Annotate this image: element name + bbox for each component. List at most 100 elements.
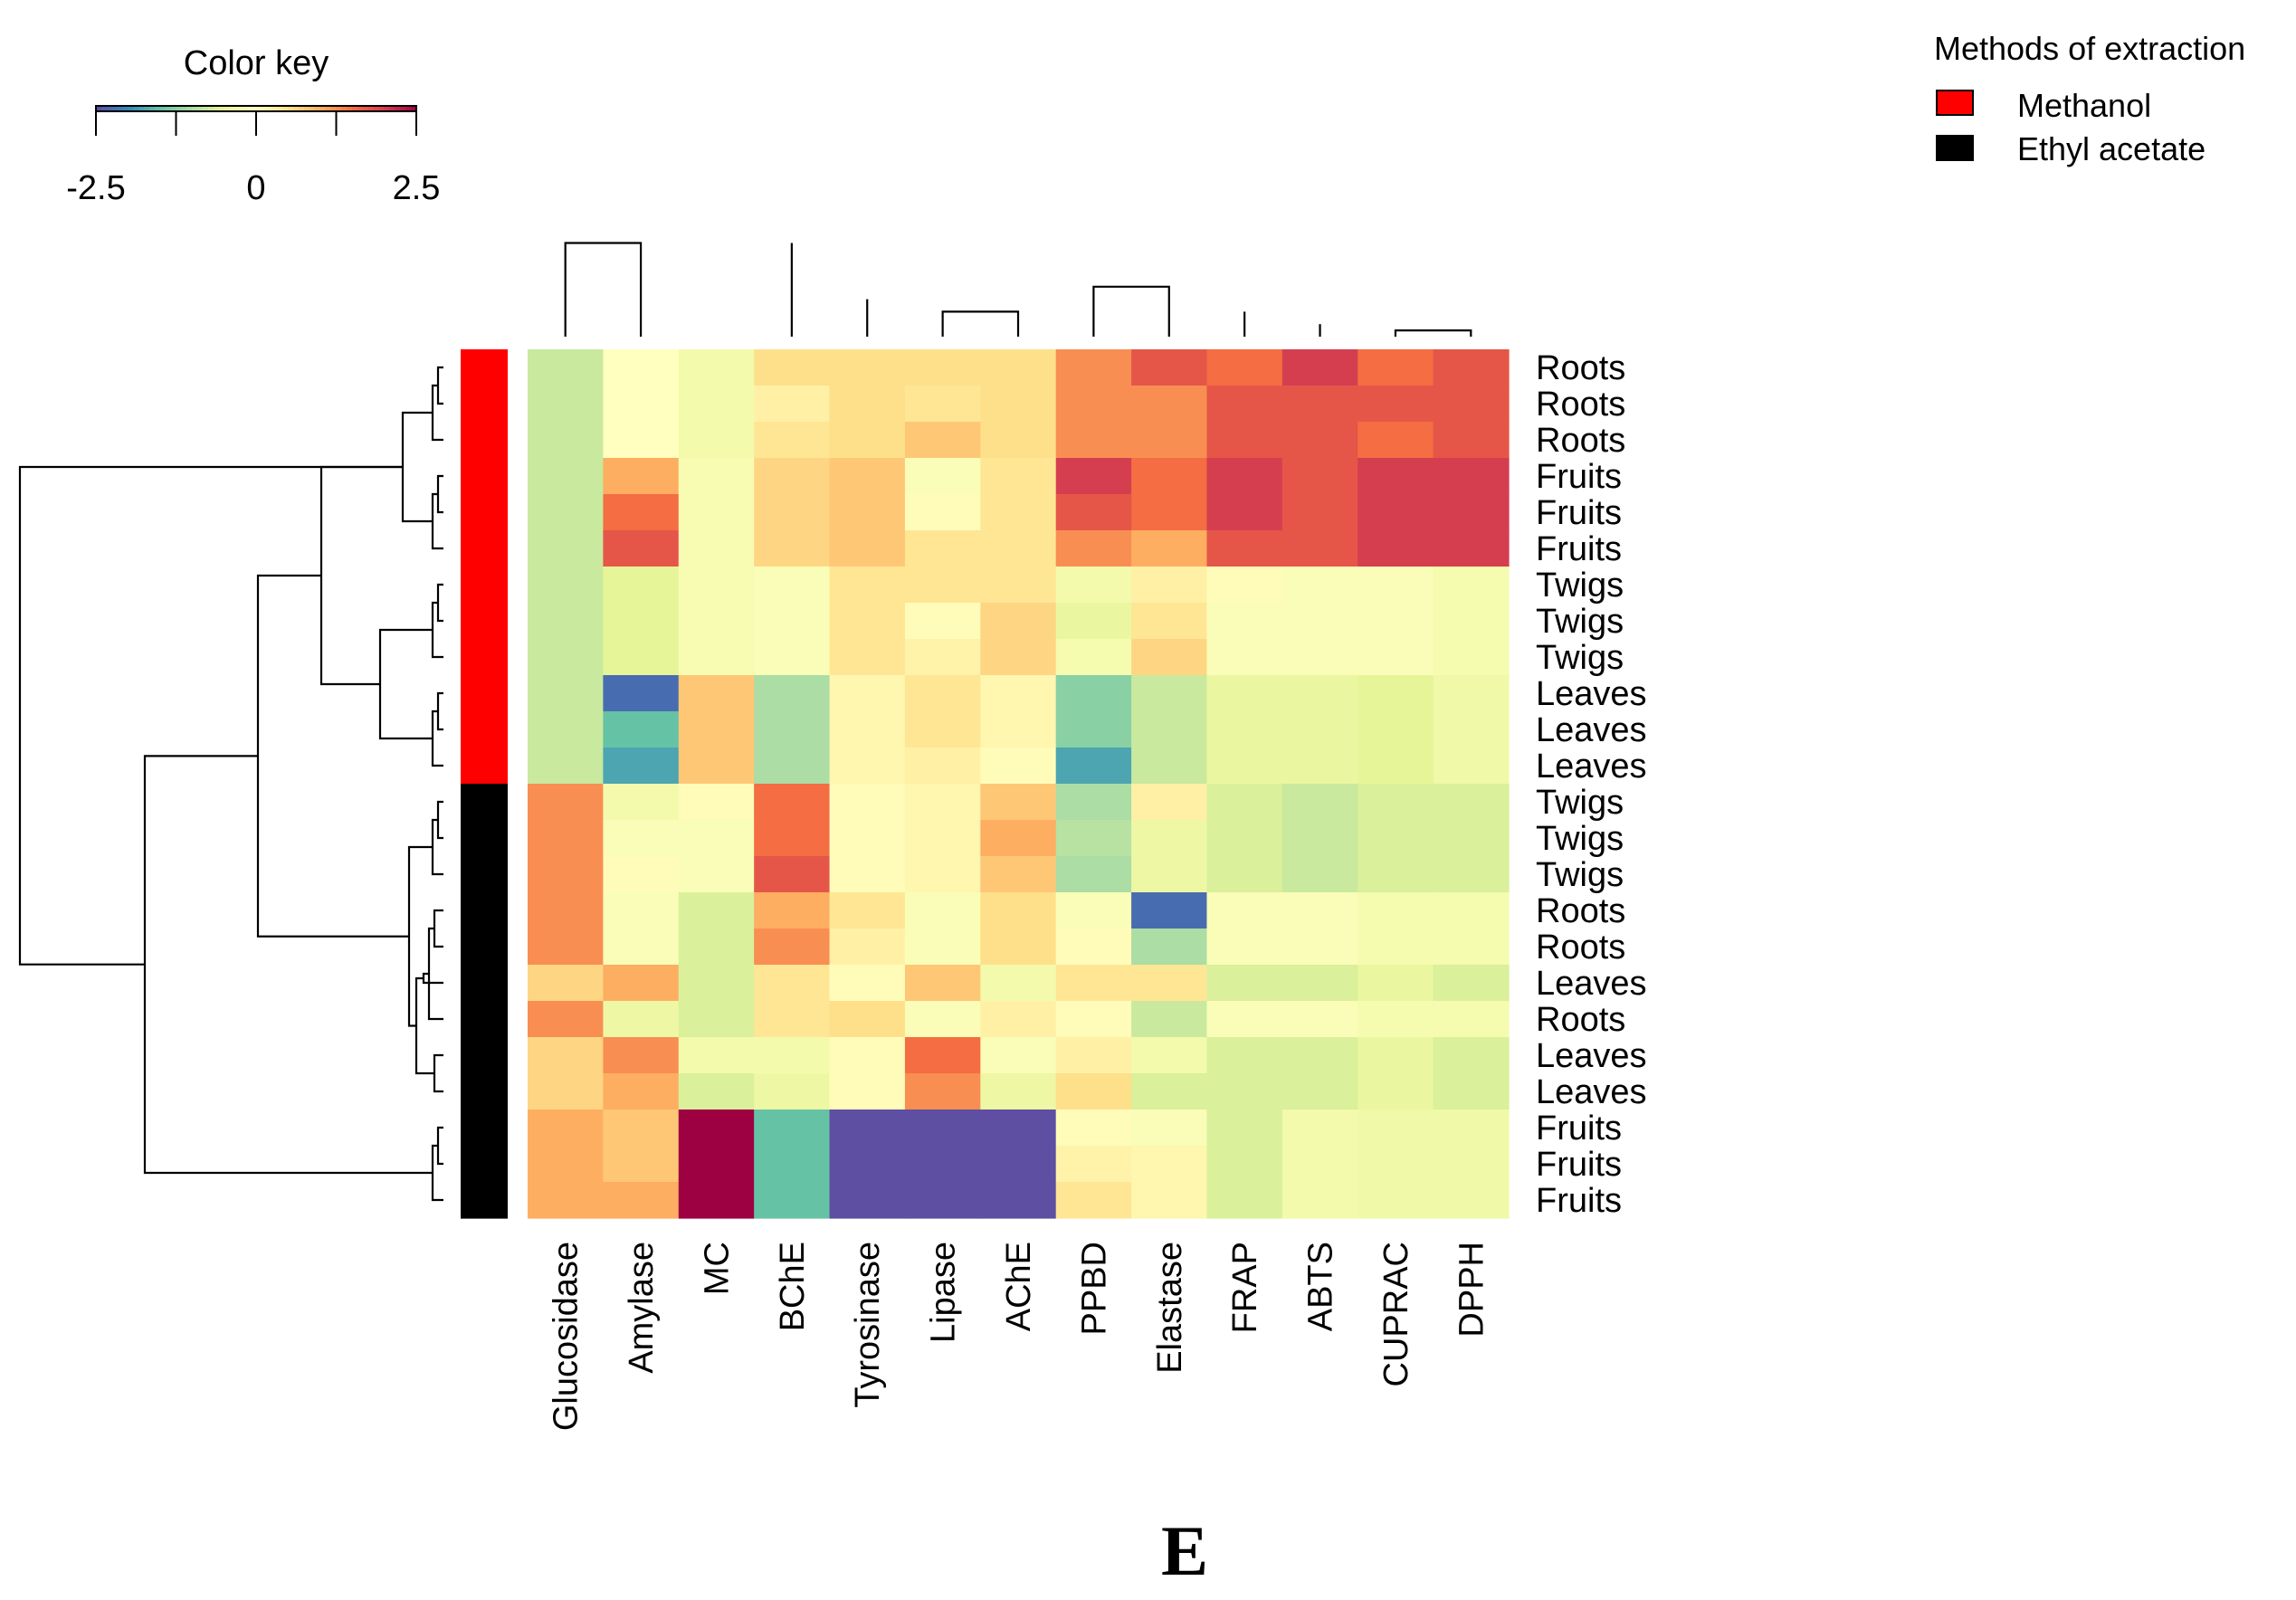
heatmap-cell	[1281, 711, 1358, 748]
dendrogram-branch	[414, 976, 434, 1075]
heatmap-cell	[1281, 1037, 1358, 1074]
color-key-segment	[304, 106, 310, 111]
color-key-segment	[117, 106, 123, 111]
heatmap-cell	[678, 892, 755, 929]
heatmap-cell	[1131, 1110, 1208, 1147]
heatmap-cell	[1206, 784, 1283, 821]
heatmap-cell	[678, 711, 755, 748]
heatmap-cell	[528, 784, 604, 821]
heatmap-cell	[904, 1001, 981, 1038]
heatmap-cell	[980, 530, 1057, 567]
method-sidebar-cell	[461, 567, 508, 604]
heatmap-cell	[829, 494, 906, 531]
dendrogram-branch	[436, 800, 443, 840]
heatmap-cell	[904, 929, 981, 966]
heatmap-cell	[1206, 386, 1283, 423]
heatmap-cell	[1131, 567, 1208, 604]
heatmap-cell	[754, 711, 831, 748]
heatmap-cell	[1206, 711, 1283, 748]
heatmap-cell	[528, 567, 604, 604]
row-label: Leaves	[1536, 748, 1647, 786]
heatmap-cell	[1055, 1073, 1132, 1110]
heatmap-cell	[1206, 349, 1283, 386]
color-key-segment	[186, 106, 193, 111]
heatmap-cell	[678, 1073, 755, 1110]
legend-swatch-methanol	[1936, 90, 1974, 116]
heatmap-cell	[1055, 386, 1132, 423]
method-sidebar-cell	[461, 1073, 508, 1110]
heatmap-cell	[1358, 892, 1434, 929]
heatmap-cell	[829, 711, 906, 748]
color-key-segment	[347, 106, 353, 111]
heatmap-cell	[1055, 422, 1132, 459]
row-label: Twigs	[1536, 784, 1624, 822]
heatmap-cell	[1281, 820, 1358, 857]
heatmap-cell	[603, 458, 680, 495]
color-key-segment	[240, 106, 246, 111]
heatmap-cell	[528, 748, 604, 785]
heatmap-cell	[904, 386, 981, 423]
heatmap-cell	[1131, 820, 1208, 857]
row-label: Fruits	[1536, 458, 1622, 496]
heatmap-cell	[1055, 784, 1132, 821]
heatmap-cell	[603, 892, 680, 929]
heatmap-cell	[528, 1110, 604, 1147]
heatmap-cell	[1433, 349, 1510, 386]
column-label: FRAP	[1226, 1242, 1264, 1333]
color-key-segment	[100, 106, 108, 111]
heatmap-cell	[754, 603, 831, 640]
heatmap-cell	[754, 929, 831, 966]
heatmap-cell	[678, 675, 755, 712]
heatmap-cell	[1055, 1001, 1132, 1038]
heatmap-cell	[1358, 422, 1434, 459]
heatmap-cell	[1206, 1182, 1283, 1219]
color-key-segment	[245, 106, 252, 111]
heatmap-cell	[754, 530, 831, 567]
heatmap-cell	[1055, 458, 1132, 495]
heatmap-cell	[1206, 1110, 1283, 1147]
heatmap-cell	[1131, 748, 1208, 785]
method-sidebar-cell	[461, 530, 508, 567]
color-key-segment	[111, 106, 119, 111]
heatmap-cell	[603, 784, 680, 821]
heatmap-cell	[1358, 530, 1434, 567]
heatmap-cell	[1206, 639, 1283, 676]
method-sidebar-cell	[461, 494, 508, 531]
heatmap-cell	[528, 1001, 604, 1038]
heatmap-cell	[603, 1182, 680, 1219]
heatmap-cell	[603, 965, 680, 1002]
heatmap-cell	[1131, 675, 1208, 712]
heatmap-cell	[1131, 603, 1208, 640]
heatmap-cell	[1131, 1146, 1208, 1183]
heatmap-cell	[1433, 675, 1510, 712]
heatmap-cell	[1281, 1182, 1358, 1219]
heatmap-cell	[1358, 711, 1434, 748]
row-label: Twigs	[1536, 567, 1624, 605]
color-key-segment	[389, 106, 395, 111]
heatmap-cell	[1433, 567, 1510, 604]
row-label: Fruits	[1536, 1182, 1622, 1220]
column-label: ABTS	[1302, 1242, 1340, 1331]
color-key-segment	[293, 106, 300, 111]
heatmap-cell	[1433, 603, 1510, 640]
heatmap-cell	[528, 386, 604, 423]
color-key-segment	[325, 106, 332, 111]
color-key-segment	[229, 106, 235, 111]
heatmap-cell	[1055, 856, 1132, 893]
heatmap-cell	[678, 929, 755, 966]
heatmap-cell	[1055, 820, 1132, 857]
heatmap-cell	[980, 1073, 1057, 1110]
heatmap-cell	[1433, 748, 1510, 785]
heatmap-cell	[603, 929, 680, 966]
method-sidebar-cell	[461, 458, 508, 495]
heatmap-cell	[1131, 929, 1208, 966]
heatmap-cell	[754, 1073, 831, 1110]
heatmap-cell	[678, 748, 755, 785]
heatmap-cell	[528, 1037, 604, 1074]
heatmap-cell	[829, 458, 906, 495]
color-key-segment	[207, 106, 214, 111]
heatmap-cell	[1358, 820, 1434, 857]
color-key-segment	[159, 106, 167, 111]
heatmap-cell	[1055, 748, 1132, 785]
heatmap-cell	[678, 820, 755, 857]
